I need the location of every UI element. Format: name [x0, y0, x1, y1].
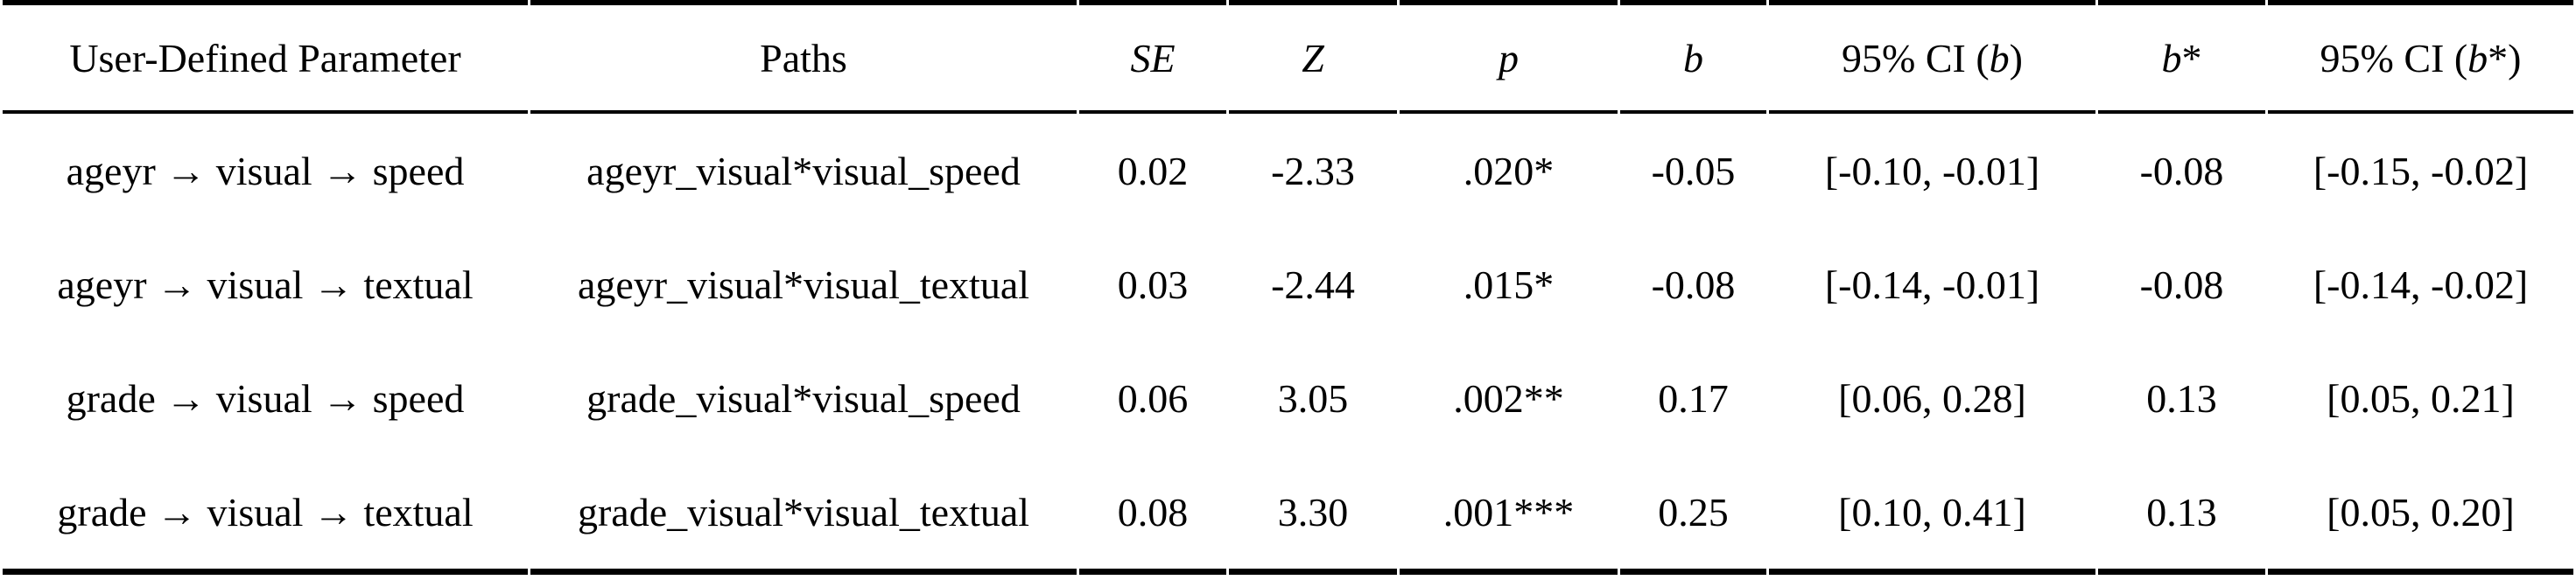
cell-b-star: -0.08	[2139, 148, 2224, 193]
table-row: grade → visual → textual grade_visual*vi…	[3, 455, 2573, 575]
header-label: User-Defined Parameter	[69, 35, 461, 80]
cell-ci-b: [-0.14, -0.01]	[1824, 262, 2040, 307]
table-row: ageyr → visual → speed ageyr_visual*visu…	[3, 114, 2573, 227]
col-header-p: p	[1400, 0, 1618, 114]
table-body: ageyr → visual → speed ageyr_visual*visu…	[3, 114, 2573, 575]
cell-b: 0.25	[1620, 455, 1766, 575]
col-header-user-defined-parameter: User-Defined Parameter	[3, 0, 528, 114]
cell-paths: ageyr_visual*visual_textual	[577, 262, 1030, 307]
cell-b-star: -0.08	[2139, 262, 2224, 307]
col-header-se: SE	[1079, 0, 1226, 114]
col-header-b-star: b*	[2098, 0, 2265, 114]
col-header-b: b	[1620, 0, 1766, 114]
cell-ci-b: [0.06, 0.28]	[1838, 375, 2026, 421]
cell-ci-b: [-0.10, -0.01]	[1824, 148, 2040, 193]
cell-ci-b-star: [-0.14, -0.02]	[2313, 262, 2529, 307]
cell-param: grade → visual → textual	[3, 455, 528, 575]
cell-b-star: 0.13	[2098, 455, 2265, 575]
header-label-suffix: *	[2181, 35, 2202, 80]
cell-se: 0.02	[1117, 148, 1189, 193]
cell-paths: grade_visual*visual_speed	[586, 375, 1021, 421]
cell-z: -2.44	[1271, 262, 1355, 307]
cell-se: 0.03	[1117, 262, 1189, 307]
col-header-paths: Paths	[530, 0, 1077, 114]
header-label-italic: p	[1499, 35, 1519, 80]
header-row: User-Defined Parameter Paths SE Z p b	[3, 0, 2573, 114]
table-row: ageyr → visual → textual ageyr_visual*vi…	[3, 227, 2573, 341]
cell-paths: ageyr_visual*visual_speed	[586, 148, 1021, 193]
cell-z: -2.33	[1271, 148, 1355, 193]
cell-se: 0.08	[1079, 455, 1226, 575]
header-label-suffix: *)	[2488, 35, 2522, 80]
cell-ci-b-star: [0.05, 0.20]	[2268, 455, 2573, 575]
cell-paths: grade_visual*visual_textual	[530, 455, 1077, 575]
header-label-italic: b	[2161, 35, 2182, 80]
cell-p: .001***	[1400, 455, 1618, 575]
cell-ci-b-star: [0.05, 0.21]	[2327, 375, 2515, 421]
cell-se: 0.06	[1117, 375, 1189, 421]
header-label-prefix: 95% CI (	[2320, 35, 2468, 80]
col-header-z: Z	[1229, 0, 1397, 114]
cell-param: ageyr → visual → speed	[66, 148, 465, 193]
cell-b-star: 0.13	[2146, 375, 2217, 421]
table-header: User-Defined Parameter Paths SE Z p b	[3, 0, 2573, 114]
table-row: grade → visual → speed grade_visual*visu…	[3, 341, 2573, 455]
header-label: Paths	[760, 35, 847, 80]
cell-param: grade → visual → speed	[66, 375, 465, 421]
cell-b: -0.05	[1651, 148, 1736, 193]
header-label-italic: b	[1683, 35, 1703, 80]
header-label-prefix: 95% CI (	[1842, 35, 1990, 80]
header-label-italic: b	[2467, 35, 2488, 80]
cell-p: .015*	[1463, 262, 1555, 307]
col-header-ci-b-star: 95% CI (b*)	[2268, 0, 2573, 114]
header-label-italic: b	[1989, 35, 2010, 80]
cell-b: -0.08	[1651, 262, 1736, 307]
col-header-ci-b: 95% CI (b)	[1769, 0, 2095, 114]
cell-p: .020*	[1463, 148, 1555, 193]
cell-param: ageyr → visual → textual	[57, 262, 474, 307]
cell-z: 3.30	[1229, 455, 1397, 575]
header-label-italic: Z	[1302, 35, 1324, 80]
cell-b: 0.17	[1658, 375, 1729, 421]
header-label-italic: SE	[1130, 35, 1176, 80]
header-label-suffix: )	[2009, 35, 2023, 80]
cell-ci-b: [0.10, 0.41]	[1769, 455, 2095, 575]
cell-p: .002**	[1453, 375, 1564, 421]
cell-ci-b-star: [-0.15, -0.02]	[2313, 148, 2529, 193]
cell-z: 3.05	[1277, 375, 1349, 421]
